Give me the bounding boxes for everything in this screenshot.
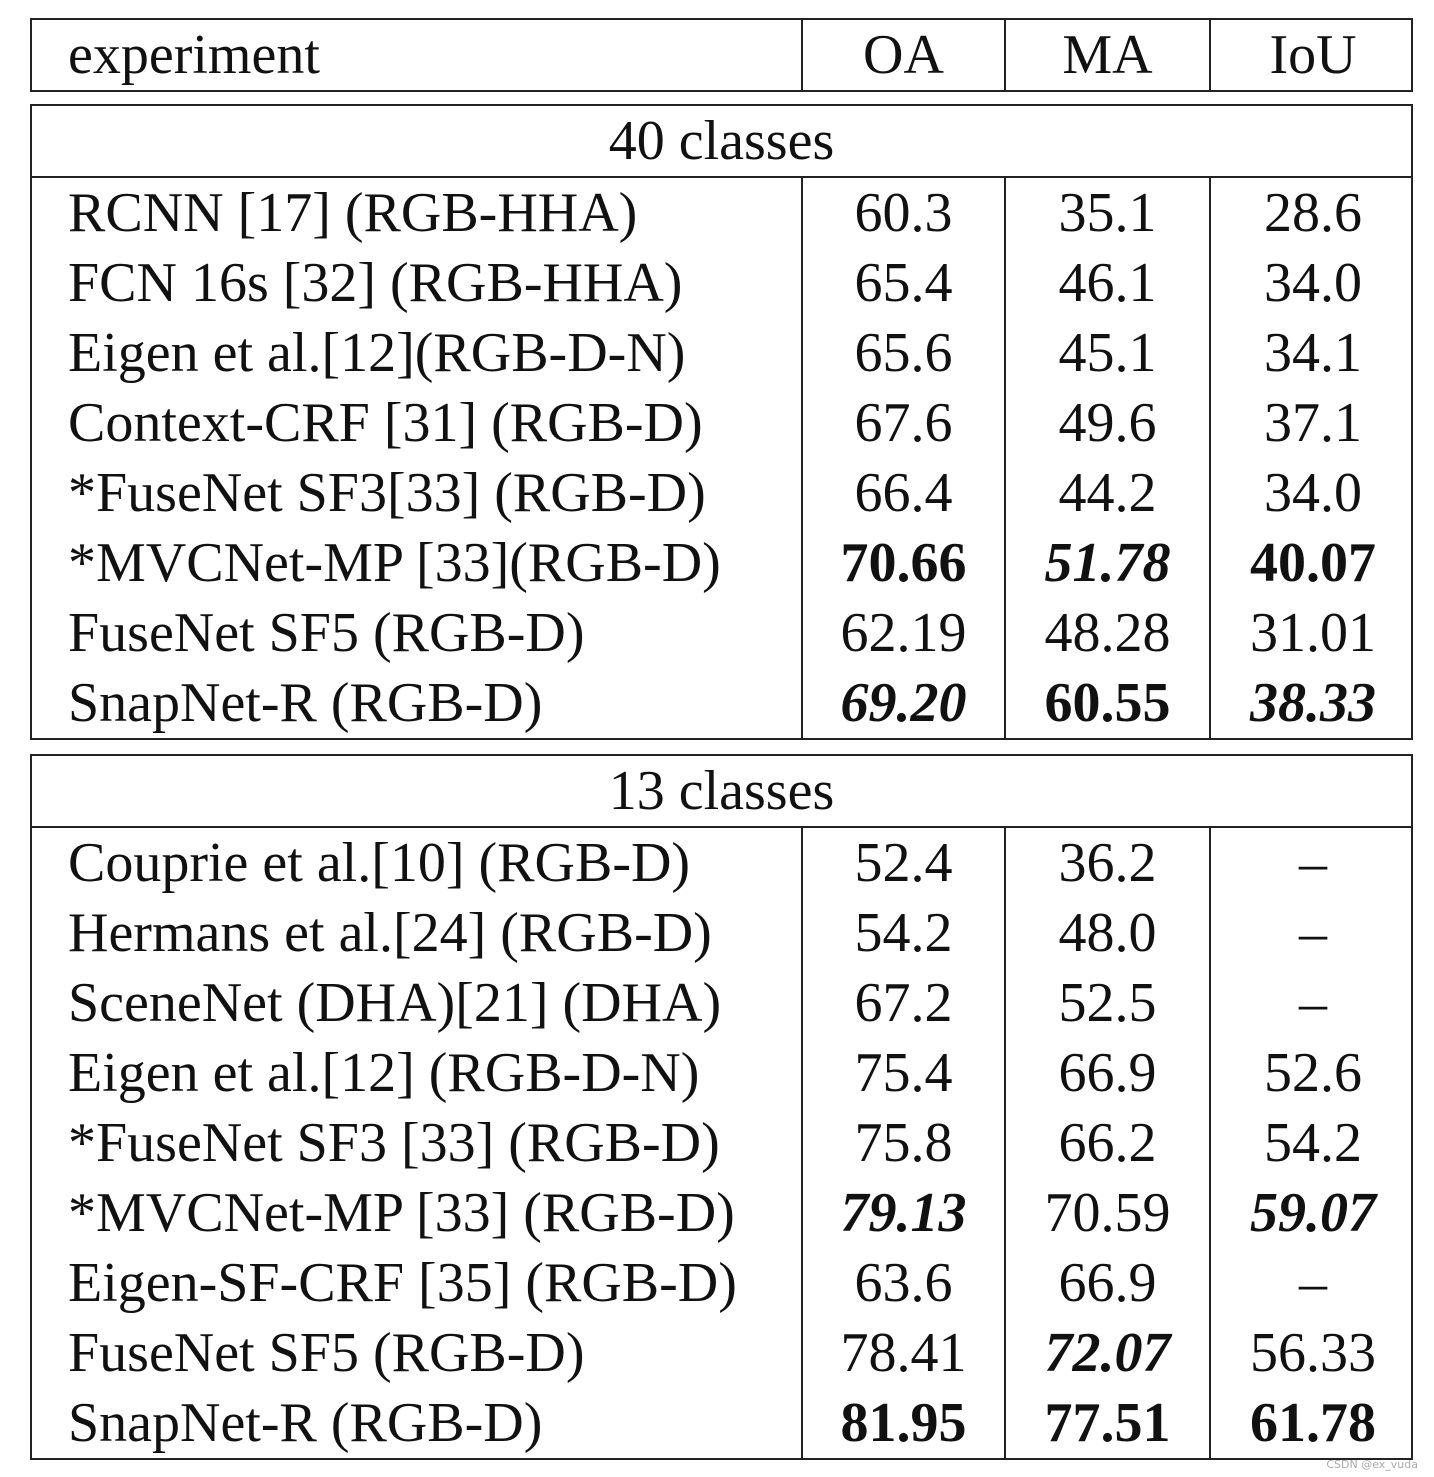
iou-value: 31.01 [1209,598,1415,668]
table-row: RCNN [17] (RGB-HHA) 60.3 35.1 28.6 [32,178,1415,248]
oa-value: 52.4 [801,828,1005,898]
iou-value: 56.33 [1209,1318,1415,1388]
table-row: Eigen-SF-CRF [35] (RGB-D) 63.6 66.9 – [32,1248,1415,1318]
iou-value: 37.1 [1209,388,1415,458]
method-name: *FuseNet SF3[33] (RGB-D) [68,462,706,524]
section-title: 40 classes [32,106,1411,178]
ma-value: 66.2 [1004,1108,1210,1178]
header-ma: MA [1004,20,1210,90]
method-name: RCNN [17] (RGB-HHA) [68,182,638,244]
iou-value: 59.07 [1209,1178,1415,1248]
table-row: SnapNet-R (RGB-D) 81.95 77.51 61.78 [32,1388,1415,1458]
watermark: CSDN @ex_vuda [1326,1458,1418,1471]
method-name: Hermans et al.[24] (RGB-D) [68,902,712,964]
ma-value: 44.2 [1004,458,1210,528]
iou-value: – [1209,898,1415,968]
oa-value: 54.2 [801,898,1005,968]
table-row: SceneNet (DHA)[21] (DHA) 67.2 52.5 – [32,968,1415,1038]
ma-value: 36.2 [1004,828,1210,898]
iou-value: 34.1 [1209,318,1415,388]
table-row: SnapNet-R (RGB-D) 69.20 60.55 38.33 [32,668,1415,738]
ma-value: 77.51 [1004,1388,1210,1458]
iou-value: 34.0 [1209,458,1415,528]
table-row: Eigen et al.[12] (RGB-D-N) 75.4 66.9 52.… [32,1038,1415,1108]
iou-value: 28.6 [1209,178,1415,248]
oa-value: 79.13 [801,1178,1005,1248]
ma-value: 52.5 [1004,968,1210,1038]
oa-value: 67.6 [801,388,1005,458]
iou-value: 34.0 [1209,248,1415,318]
method-name: *MVCNet-MP [33] (RGB-D) [68,1182,735,1244]
header-oa: OA [801,20,1005,90]
ma-value: 46.1 [1004,248,1210,318]
iou-value: 52.6 [1209,1038,1415,1108]
method-name: Context-CRF [31] (RGB-D) [68,392,703,454]
method-name: FCN 16s [32] (RGB-HHA) [68,252,683,314]
method-name: Couprie et al.[10] (RGB-D) [68,832,691,894]
header-iou: IoU [1209,20,1415,90]
section-40-classes: 40 classes RCNN [17] (RGB-HHA) 60.3 35.1… [30,104,1415,740]
iou-value: 38.33 [1209,668,1415,738]
ma-value: 45.1 [1004,318,1210,388]
table-row: Couprie et al.[10] (RGB-D) 52.4 36.2 – [32,828,1415,898]
method-name: *FuseNet SF3 [33] (RGB-D) [68,1112,720,1174]
ma-value: 35.1 [1004,178,1210,248]
method-name: FuseNet SF5 (RGB-D) [68,1322,585,1384]
table-row: *FuseNet SF3[33] (RGB-D) 66.4 44.2 34.0 [32,458,1415,528]
oa-value: 69.20 [801,668,1005,738]
iou-value: 61.78 [1209,1388,1415,1458]
results-table-13: Couprie et al.[10] (RGB-D) 52.4 36.2 – H… [32,828,1415,1458]
ma-value: 48.0 [1004,898,1210,968]
section-title: 13 classes [32,756,1411,828]
table-row: Hermans et al.[24] (RGB-D) 54.2 48.0 – [32,898,1415,968]
oa-value: 65.6 [801,318,1005,388]
header-box: experiment OA MA IoU [30,18,1415,92]
header-row: experiment OA MA IoU [32,20,1415,90]
ma-value: 49.6 [1004,388,1210,458]
oa-value: 78.41 [801,1318,1005,1388]
table-row: FuseNet SF5 (RGB-D) 78.41 72.07 56.33 [32,1318,1415,1388]
oa-value: 65.4 [801,248,1005,318]
oa-value: 81.95 [801,1388,1005,1458]
table-row: *MVCNet-MP [33] (RGB-D) 79.13 70.59 59.0… [32,1178,1415,1248]
ma-value: 60.55 [1004,668,1210,738]
ma-value: 66.9 [1004,1248,1210,1318]
iou-value: – [1209,828,1415,898]
oa-value: 67.2 [801,968,1005,1038]
method-name: Eigen et al.[12](RGB-D-N) [68,322,686,384]
method-name: SnapNet-R (RGB-D) [68,672,543,734]
iou-value: – [1209,1248,1415,1318]
iou-value: – [1209,968,1415,1038]
method-name: SceneNet (DHA)[21] (DHA) [68,972,722,1034]
ma-value: 66.9 [1004,1038,1210,1108]
table-row: Eigen et al.[12](RGB-D-N) 65.6 45.1 34.1 [32,318,1415,388]
table-row: *FuseNet SF3 [33] (RGB-D) 75.8 66.2 54.2 [32,1108,1415,1178]
oa-value: 66.4 [801,458,1005,528]
results-table-40: RCNN [17] (RGB-HHA) 60.3 35.1 28.6 FCN 1… [32,178,1415,738]
table-row: *MVCNet-MP [33](RGB-D) 70.66 51.78 40.07 [32,528,1415,598]
method-name: SnapNet-R (RGB-D) [68,1392,543,1454]
table-row: FCN 16s [32] (RGB-HHA) 65.4 46.1 34.0 [32,248,1415,318]
ma-value: 51.78 [1004,528,1210,598]
oa-value: 62.19 [801,598,1005,668]
table-row: FuseNet SF5 (RGB-D) 62.19 48.28 31.01 [32,598,1415,668]
table-row: Context-CRF [31] (RGB-D) 67.6 49.6 37.1 [32,388,1415,458]
method-name: *MVCNet-MP [33](RGB-D) [68,532,721,594]
oa-value: 60.3 [801,178,1005,248]
oa-value: 75.4 [801,1038,1005,1108]
method-name: Eigen et al.[12] (RGB-D-N) [68,1042,700,1104]
ma-value: 48.28 [1004,598,1210,668]
header-experiment: experiment [68,24,320,86]
ma-value: 72.07 [1004,1318,1210,1388]
section-13-classes: 13 classes Couprie et al.[10] (RGB-D) 52… [30,754,1415,1460]
method-name: Eigen-SF-CRF [35] (RGB-D) [68,1252,737,1314]
oa-value: 70.66 [801,528,1005,598]
iou-value: 40.07 [1209,528,1415,598]
iou-value: 54.2 [1209,1108,1415,1178]
header-table: experiment OA MA IoU [32,20,1415,90]
method-name: FuseNet SF5 (RGB-D) [68,602,585,664]
ma-value: 70.59 [1004,1178,1210,1248]
oa-value: 63.6 [801,1248,1005,1318]
oa-value: 75.8 [801,1108,1005,1178]
